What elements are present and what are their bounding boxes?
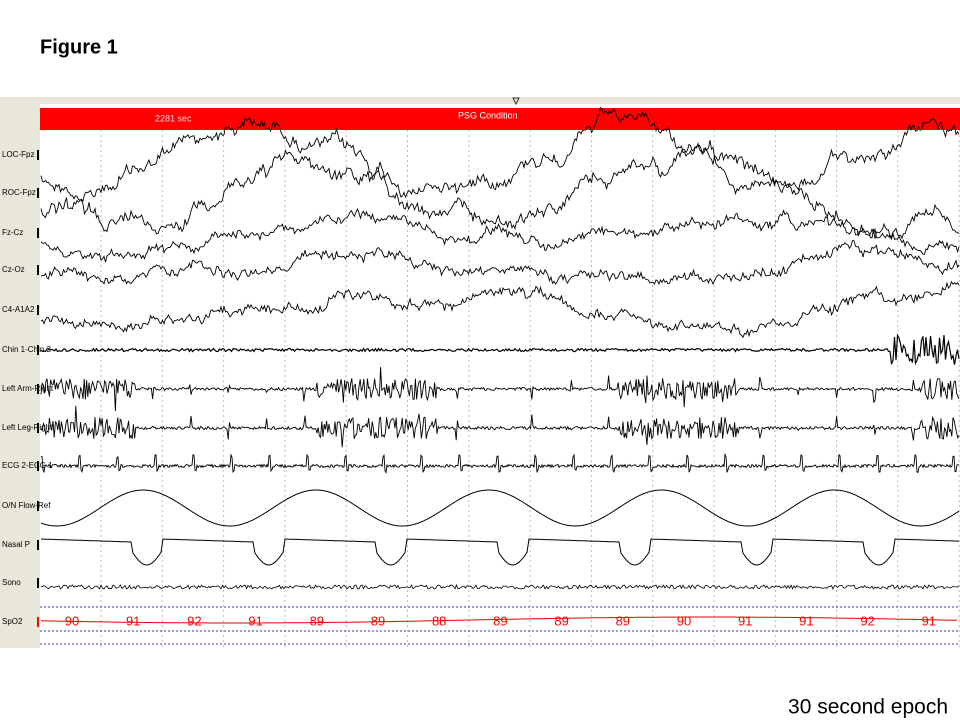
traces: 90 91 92 91 89 89 88 89 89 89 90 91 91 92 91 bbox=[40, 107, 960, 645]
spo2-value: 89 bbox=[493, 613, 507, 628]
spo2-value: 90 bbox=[65, 613, 79, 628]
label-tick bbox=[37, 345, 39, 355]
spo2-value: 89 bbox=[616, 613, 630, 628]
waveform bbox=[40, 280, 960, 339]
spo2-value: 89 bbox=[371, 613, 385, 628]
channel-label: O/N Flow-Ref bbox=[2, 501, 51, 510]
label-tick bbox=[37, 305, 39, 315]
spo2-value: 91 bbox=[922, 613, 936, 628]
waveform bbox=[40, 367, 960, 412]
channel-label: Cz-Oz bbox=[2, 265, 25, 274]
label-tick bbox=[37, 423, 39, 433]
channel-labels: LOC-Fpz ROC-Fpz Fz-Cz Cz-Oz C4-A1A2 Chin 1-Ch… bbox=[2, 150, 54, 627]
banner bbox=[40, 108, 960, 130]
spo2-value: 90 bbox=[677, 613, 691, 628]
waveform bbox=[40, 538, 959, 566]
spo2-value: 91 bbox=[126, 613, 140, 628]
waveform bbox=[40, 583, 960, 591]
spo2-value: 89 bbox=[310, 613, 324, 628]
waveform bbox=[40, 489, 960, 527]
waveform bbox=[40, 107, 960, 203]
label-tick bbox=[37, 188, 39, 198]
spo2-value: 91 bbox=[738, 613, 752, 628]
banner-time: 2281 sec bbox=[155, 113, 192, 123]
waveform bbox=[40, 616, 958, 624]
spo2-value: 92 bbox=[187, 613, 201, 628]
label-tick bbox=[37, 501, 39, 511]
channel-label: Left Leg-Right bbox=[2, 423, 53, 432]
channel-label: Chin 1-Chin 2 bbox=[2, 345, 51, 354]
channel-label: Fz-Cz bbox=[2, 228, 23, 237]
channel-label: ECG 2-ECG 1 bbox=[2, 461, 53, 470]
channel-label: Left Arm-Right bbox=[2, 384, 54, 393]
label-tick bbox=[37, 384, 39, 394]
waveform bbox=[40, 405, 960, 448]
label-tick bbox=[37, 617, 39, 627]
time-grid bbox=[100, 130, 960, 648]
spo2-value: 88 bbox=[432, 613, 446, 628]
spo2-value: 91 bbox=[799, 613, 813, 628]
waveform bbox=[40, 333, 960, 366]
channel-label: Nasal P bbox=[2, 540, 30, 549]
caption: 30 second epoch bbox=[788, 696, 948, 719]
channel-label: LOC-Fpz bbox=[2, 150, 34, 159]
spo2-value: 92 bbox=[860, 613, 874, 628]
channel-label: ROC-Fpz bbox=[2, 188, 36, 197]
waveform bbox=[40, 142, 960, 240]
trace-area bbox=[40, 104, 960, 648]
label-tick bbox=[37, 228, 39, 238]
label-tick bbox=[37, 540, 39, 550]
waveform bbox=[40, 208, 960, 263]
waveform bbox=[40, 239, 960, 286]
channel-label: Sono bbox=[2, 578, 21, 587]
label-tick bbox=[37, 265, 39, 275]
waveform bbox=[40, 452, 960, 474]
channel-label: SpO2 bbox=[2, 617, 23, 626]
label-tick bbox=[37, 461, 39, 471]
cursor-marker bbox=[512, 97, 520, 106]
spo2-value: 91 bbox=[248, 613, 262, 628]
spo2-value: 89 bbox=[554, 613, 568, 628]
channel-label: C4-A1A2 bbox=[2, 305, 35, 314]
label-tick bbox=[37, 150, 39, 160]
banner-condition: PSG Condition bbox=[458, 110, 518, 120]
figure-title: Figure 1 bbox=[40, 36, 118, 58]
label-tick bbox=[37, 578, 39, 588]
